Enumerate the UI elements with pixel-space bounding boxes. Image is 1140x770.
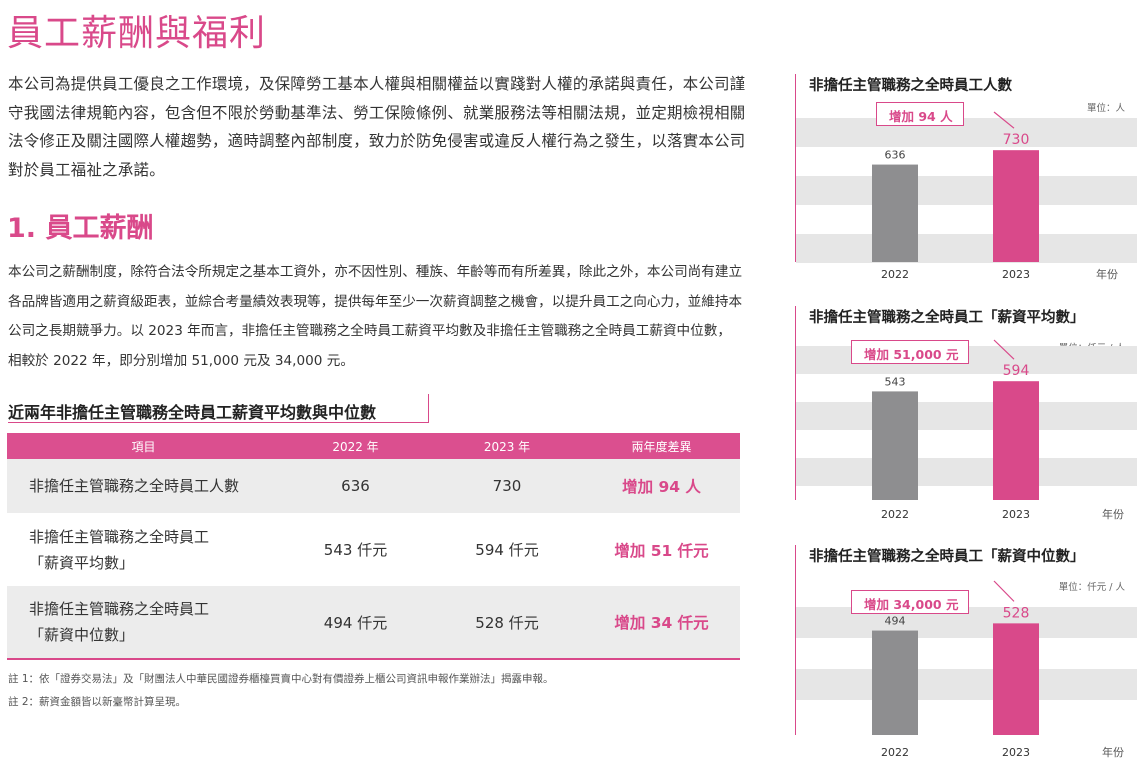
header-item: 項目	[7, 433, 280, 459]
grid-band	[796, 176, 1137, 205]
callout-connector	[993, 339, 1015, 360]
row-item: 非擔任主管職務之全時員工 「薪資平均數」	[7, 513, 280, 586]
chart-unit: 單位：人	[1086, 103, 1125, 114]
row-2022: 636	[280, 459, 431, 513]
grid-band	[796, 402, 1137, 430]
data-label-2023: 528	[1003, 605, 1030, 621]
chart-plot: 543 2022 594 2023 年份	[796, 339, 1137, 520]
callout-connector	[993, 111, 1015, 129]
chart-plot: 494 2022 528 2023 年份	[796, 580, 1137, 759]
bar-2023	[993, 623, 1039, 735]
chart-plot: 636 2022 730 2023 年份	[796, 111, 1137, 281]
row-2023: 528 仟元	[431, 586, 583, 658]
headcount-chart: 非擔任主管職務之全時員工人數 單位：人 636 2022 730 2023 年份 增加 …	[795, 74, 1137, 284]
median-salary-chart: 非擔任主管職務之全時員工「薪資中位數」 單位：仟元 / 人 494 2022 528…	[795, 545, 1137, 765]
chart-title: 非擔任主管職務之全時員工「薪資中位數」	[809, 549, 1085, 565]
row-diff: 增加 34 仟元	[583, 586, 740, 658]
bar-2023	[993, 150, 1039, 262]
row-2022: 494 仟元	[280, 586, 431, 658]
row-2023: 594 仟元	[431, 513, 583, 586]
table-bottom-rule	[7, 658, 740, 660]
row-diff: 增加 51 仟元	[583, 513, 740, 586]
row-item-line1: 非擔任主管職務之全時員工	[29, 527, 210, 546]
grid-band	[796, 234, 1137, 263]
grid-band	[796, 458, 1137, 486]
row-item-line2: 「薪資平均數」	[29, 553, 135, 572]
chart-accent-line	[795, 545, 796, 735]
row-diff: 增加 94 人	[583, 459, 740, 513]
page-title: 員工薪酬與福利	[7, 13, 267, 54]
row-item-line2: 「薪資中位數」	[29, 626, 135, 644]
body-paragraph: 本公司之薪酬制度，除符合法令所規定之基本工資外，亦不因性別、種族、年齡等而有所差…	[8, 264, 743, 369]
row-item: 非擔任主管職務之全時員工人數	[7, 459, 280, 513]
table-title-underline	[8, 422, 428, 423]
chart-title: 非擔任主管職務之全時員工「薪資平均數」	[809, 310, 1085, 326]
table-header-row: 項目 2022 年 2023 年 兩年度差異	[7, 433, 740, 459]
bar-2023	[993, 381, 1039, 500]
chart-callout: 增加 34,000 元	[851, 590, 970, 614]
table-row: 非擔任主管職務之全時員工人數 636 730 增加 94 人	[7, 459, 740, 513]
grid-band	[796, 118, 1137, 147]
bar-2022	[872, 391, 918, 500]
tick-label-2023: 2023	[1002, 746, 1030, 759]
chart-accent-line	[795, 74, 796, 262]
chart-callout: 增加 94 人	[876, 102, 964, 126]
salary-table: 項目 2022 年 2023 年 兩年度差異 非擔任主管職務之全時員工人數 63…	[7, 433, 740, 658]
table-title: 近兩年非擔任主管職務全時員工薪資平均數與中位數	[8, 403, 377, 422]
row-item-line1: 非擔任主管職務之全時員工	[29, 600, 210, 618]
data-label-2022: 543	[885, 375, 906, 388]
tick-label-2022: 2022	[881, 508, 909, 520]
header-2022: 2022 年	[280, 433, 431, 459]
row-item-line1: 非擔任主管職務之全時員工人數	[29, 477, 240, 495]
x-axis-label: 年份	[1102, 507, 1124, 520]
footnote-1: 註 1：依「證券交易法」及「財團法人中華民國證券櫃檯買賣中心對有價證券上櫃公司資…	[8, 673, 554, 685]
grid-band	[796, 669, 1137, 700]
tick-label-2023: 2023	[1002, 268, 1030, 281]
section-heading: 1. 員工薪酬	[7, 213, 154, 244]
callout-connector	[993, 580, 1015, 602]
chart-accent-line	[795, 306, 796, 500]
data-label-2023: 730	[1003, 132, 1030, 148]
table-row: 非擔任主管職務之全時員工 「薪資平均數」 543 仟元 594 仟元 增加 51 …	[7, 513, 740, 586]
row-2023: 730	[431, 459, 583, 513]
header-2023: 2023 年	[431, 433, 583, 459]
bar-2022	[872, 164, 918, 262]
header-diff: 兩年度差異	[583, 433, 740, 459]
intro-paragraph: 本公司為提供員工優良之工作環境，及保障勞工基本人權與相關權益以實踐對人權的承諾與…	[8, 75, 746, 179]
row-2022: 543 仟元	[280, 513, 431, 586]
chart-title: 非擔任主管職務之全時員工人數	[809, 78, 1012, 94]
data-label-2023: 594	[1003, 363, 1030, 379]
tick-label-2023: 2023	[1002, 508, 1030, 520]
data-label-2022: 636	[885, 149, 906, 162]
x-axis-label: 年份	[1102, 745, 1124, 759]
table-row: 非擔任主管職務之全時員工 「薪資中位數」 494 仟元 528 仟元 增加 34 …	[7, 586, 740, 658]
average-salary-chart: 非擔任主管職務之全時員工「薪資平均數」 單位：仟元 / 人 5432022594…	[795, 306, 1137, 520]
footnote-2: 註 2：薪資金額皆以新臺幣計算呈現。	[8, 696, 187, 708]
tick-label-2022: 2022	[881, 268, 909, 281]
table-title-divider	[428, 394, 429, 423]
row-item: 非擔任主管職務之全時員工 「薪資中位數」	[7, 586, 280, 658]
bar-2022	[872, 630, 918, 735]
chart-callout: 增加 51,000 元	[851, 340, 970, 364]
data-label-2022: 494	[885, 615, 906, 628]
tick-label-2022: 2022	[881, 746, 909, 759]
x-axis-label: 年份	[1096, 267, 1118, 281]
chart-unit: 單位：仟元 / 人	[1058, 582, 1125, 593]
